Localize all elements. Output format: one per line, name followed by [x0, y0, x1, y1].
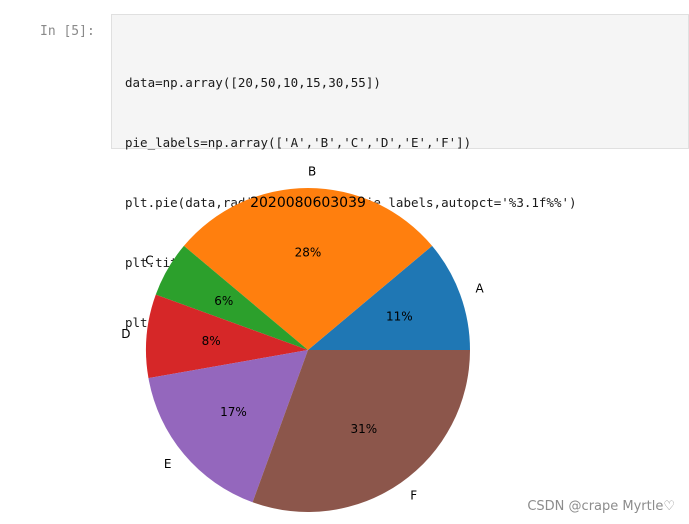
pie-slice-d: [145, 294, 308, 379]
code-line: pie_labels=np.array(['A','B','C','D','E'…: [125, 135, 472, 150]
pie-slice-a: [308, 245, 470, 350]
pie-percent-label-b: 28%: [295, 245, 322, 259]
pie-percent-label-a: 11%: [386, 309, 413, 323]
pie-chart: A 11% B 28% C 6% D 8% E 17% F 31% 2020080603039: [121, 164, 485, 513]
pie-percent-label-d: 8%: [202, 334, 221, 348]
pie-slices: [145, 188, 470, 513]
pie-label-c: C: [145, 253, 153, 267]
pie-labels: A 11% B 28% C 6% D 8% E 17% F 31%: [121, 164, 484, 502]
pie-slice-c: [155, 245, 308, 350]
pie-slice-b: [183, 188, 433, 350]
pie-slice-e: [148, 350, 308, 503]
pie-label-a: A: [476, 282, 485, 296]
pie-label-d: D: [121, 327, 130, 341]
pie-percent-label-e: 17%: [220, 405, 247, 419]
pie-label-b: B: [308, 164, 316, 178]
pie-percent-label-f: 31%: [350, 422, 377, 436]
code-line: data=np.array([20,50,10,15,30,55]): [125, 75, 381, 90]
cell-prompt: In [5]:: [40, 24, 95, 39]
pie-label-f: F: [410, 489, 417, 503]
chart-title: 2020080603039: [250, 195, 366, 211]
watermark: CSDN @crape Myrtle♡: [527, 499, 675, 514]
code-cell[interactable]: data=np.array([20,50,10,15,30,55]) pie_l…: [111, 14, 689, 330]
pie-percent-label-c: 6%: [214, 294, 233, 308]
pie-label-e: E: [164, 457, 172, 471]
pie-slice-f: [252, 350, 470, 513]
